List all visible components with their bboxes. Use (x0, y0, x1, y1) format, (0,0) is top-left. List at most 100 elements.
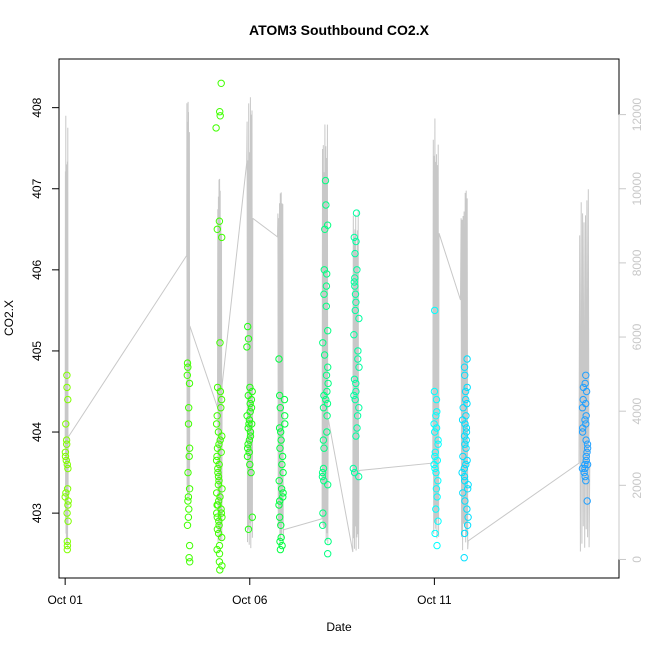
data-point (215, 550, 224, 558)
data-point (462, 436, 470, 444)
data-point (217, 395, 226, 404)
data-point (464, 485, 472, 493)
data-point (463, 383, 471, 392)
data-point (244, 391, 253, 400)
data-point (432, 412, 440, 420)
data-point (248, 387, 256, 396)
data-point (321, 176, 330, 185)
data-point (244, 335, 253, 343)
secondary-series (64, 97, 591, 553)
data-point (431, 448, 439, 456)
data-point (434, 517, 442, 525)
data-point (246, 460, 254, 469)
data-point (217, 404, 225, 412)
data-point (581, 379, 589, 388)
data-point (62, 440, 71, 448)
data-point (215, 217, 224, 225)
data-point (462, 412, 470, 420)
data-point (461, 497, 469, 505)
data-point (581, 472, 589, 481)
data-point (277, 533, 285, 542)
data-point (64, 517, 72, 525)
data-point (323, 399, 332, 408)
data-point (351, 274, 359, 282)
data-point (244, 444, 252, 452)
data-point (580, 468, 588, 477)
data-point (583, 440, 592, 448)
data-point (246, 428, 255, 436)
data-point (213, 225, 222, 234)
data-point (582, 371, 590, 379)
data-point (277, 436, 285, 444)
data-point (244, 440, 252, 448)
data-point (184, 513, 193, 521)
data-point (432, 505, 440, 513)
data-point (433, 408, 441, 416)
data-point (215, 440, 223, 448)
data-point (462, 424, 471, 432)
data-point (216, 108, 224, 116)
data-point (215, 558, 224, 566)
data-point (350, 331, 358, 339)
y2-tick-label: 2000 (630, 472, 644, 499)
data-point (244, 525, 253, 533)
data-point (461, 477, 469, 485)
data-point (462, 444, 470, 452)
data-point (277, 428, 285, 436)
data-point (355, 472, 363, 481)
data-point (184, 363, 192, 371)
data-point (212, 124, 220, 132)
y-tick-label: 405 (30, 341, 44, 361)
data-point (324, 327, 332, 335)
data-point (215, 521, 223, 529)
data-point (433, 541, 441, 550)
data-point (355, 314, 363, 323)
data-point (246, 432, 255, 440)
data-point (433, 456, 441, 465)
data-point (217, 509, 226, 517)
data-point (319, 436, 328, 444)
data-point (213, 383, 222, 392)
data-point (461, 387, 470, 396)
data-point (213, 452, 221, 461)
data-point (248, 513, 257, 521)
data-point (355, 404, 363, 412)
data-point (278, 452, 287, 461)
data-point (61, 452, 70, 461)
data-point (581, 416, 589, 424)
data-point (354, 347, 362, 355)
data-point (324, 550, 332, 558)
data-point (432, 424, 441, 432)
data-point (318, 472, 327, 481)
data-point (214, 501, 222, 509)
data-point (276, 391, 284, 400)
data-point (185, 554, 193, 562)
y2-tick-label: 12000 (630, 98, 644, 132)
data-point (461, 440, 469, 448)
data-point (433, 493, 441, 501)
y2-tick-label: 6000 (630, 323, 644, 350)
x-axis-label: Date (326, 620, 352, 634)
data-point (582, 452, 590, 461)
plot-frame (58, 58, 620, 579)
data-point (213, 444, 222, 452)
data-point (432, 468, 440, 477)
data-point (322, 201, 330, 209)
y-axis-label: CO2.X (2, 300, 16, 336)
data-point (63, 509, 71, 517)
data-point (463, 399, 471, 408)
data-point (319, 464, 328, 473)
x-tick-label: Oct 06 (232, 593, 268, 607)
data-point (354, 355, 362, 363)
data-point (276, 545, 285, 554)
y2-tick-label: 10000 (630, 172, 644, 206)
data-point (275, 355, 283, 363)
data-points (61, 79, 592, 574)
data-point (319, 339, 327, 347)
data-point (276, 513, 284, 521)
data-point (63, 383, 71, 392)
data-point (350, 468, 359, 477)
data-point (216, 112, 224, 120)
data-point (351, 249, 359, 258)
data-point (323, 221, 332, 229)
